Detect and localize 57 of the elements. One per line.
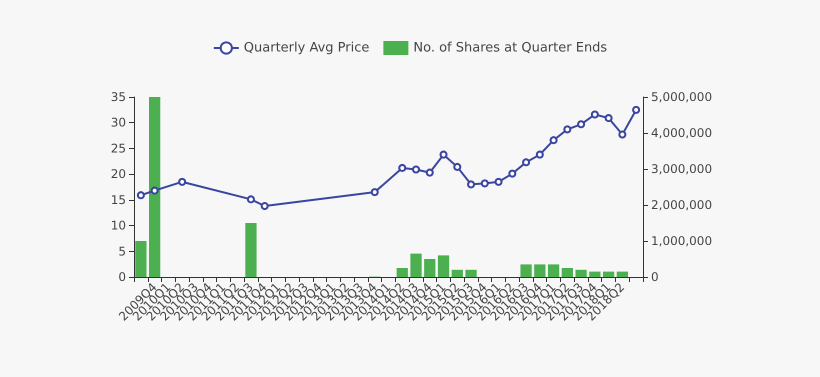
bar (534, 264, 546, 277)
y2-tick-label: 1,000,000 (651, 234, 712, 248)
point (577, 120, 586, 128)
bar (452, 270, 463, 277)
point (398, 164, 406, 172)
bar (602, 272, 614, 277)
bar (589, 272, 600, 277)
y2-tick-label: 0 (651, 270, 659, 284)
point (150, 186, 159, 195)
point (453, 162, 462, 171)
point (618, 130, 626, 139)
bar (465, 270, 477, 277)
point (590, 110, 599, 118)
y2-tick-label: 5,000,000 (651, 90, 712, 104)
point (440, 150, 448, 159)
bar (575, 270, 587, 277)
y-tick-label: 10 (110, 218, 126, 233)
y2-tick-label: 3,000,000 (651, 162, 712, 176)
point (508, 170, 516, 178)
y-tick-label: 5 (118, 244, 126, 258)
point (550, 136, 558, 144)
y2-tick-label: 4,000,000 (651, 126, 712, 140)
bar (424, 259, 436, 277)
point (260, 202, 269, 210)
point (370, 188, 379, 196)
y-tick-label: 25 (110, 141, 126, 156)
point (563, 125, 572, 134)
point (494, 178, 503, 186)
y2-tick-label: 2,000,000 (651, 198, 712, 212)
legend-label: Quarterly Avg Price (244, 40, 370, 56)
point (632, 106, 640, 114)
bar (548, 264, 560, 277)
point (604, 114, 613, 122)
point (480, 179, 489, 188)
bar (562, 268, 573, 277)
point (522, 158, 530, 166)
bar (438, 255, 450, 277)
point (536, 150, 544, 159)
legend-label: No. of Shares at Quarter Ends (413, 40, 608, 56)
bar (396, 268, 408, 277)
point (412, 166, 420, 174)
point (467, 180, 476, 188)
bar (148, 97, 160, 277)
bar (410, 254, 422, 277)
point (246, 195, 255, 204)
y-tick-label: 20 (110, 167, 126, 182)
y-tick-label: 35 (110, 90, 126, 104)
bar (135, 241, 147, 277)
y-tick-label: 15 (110, 192, 126, 207)
point (136, 191, 145, 200)
point (426, 168, 434, 177)
bar (245, 223, 257, 277)
bar (616, 272, 628, 277)
bar (520, 264, 532, 277)
y-tick-label: 30 (110, 116, 126, 130)
point (178, 178, 186, 186)
y-tick-label: 0 (118, 270, 126, 284)
